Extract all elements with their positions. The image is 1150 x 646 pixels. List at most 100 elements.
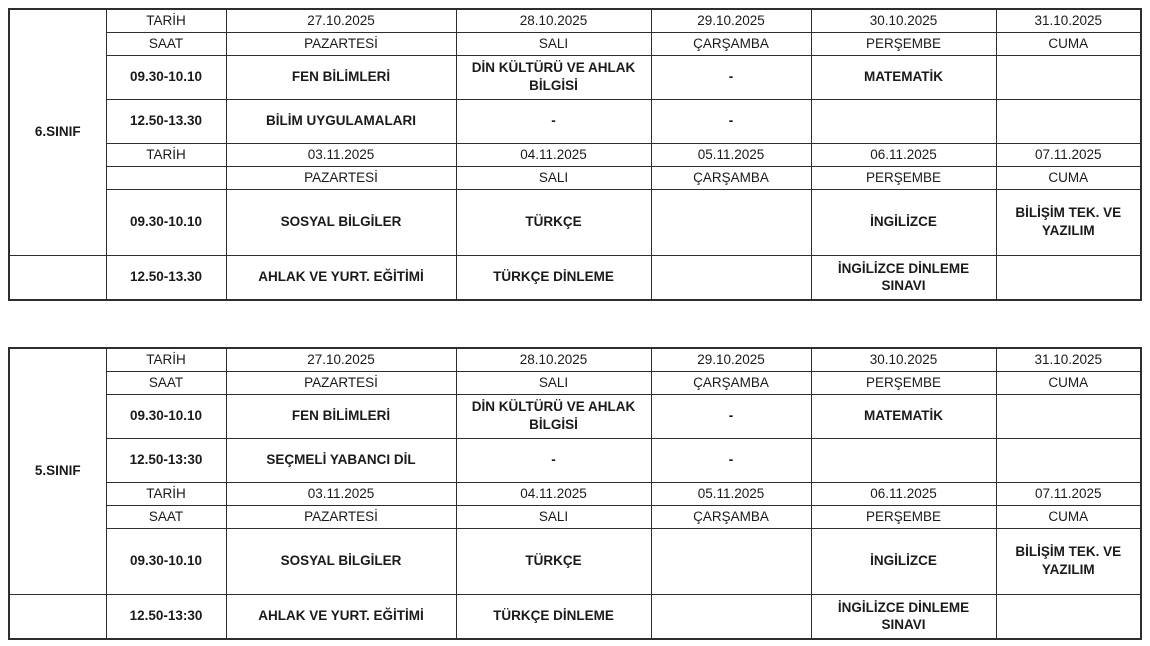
subject-cell: [650, 188, 812, 256]
date-cell: 29.10.2025: [650, 8, 812, 33]
subject-cell: İNGİLİZCE: [810, 188, 997, 256]
date-cell: 05.11.2025: [650, 142, 812, 167]
subject-cell: [810, 98, 997, 144]
subject-cell: FEN BİLİMLERİ: [225, 54, 457, 100]
date-cell: 31.10.2025: [995, 347, 1142, 372]
time-slot: 09.30-10.10: [105, 188, 227, 256]
subject-cell: [810, 437, 997, 483]
subject-cell: [650, 593, 812, 640]
date-cell: 06.11.2025: [810, 142, 997, 167]
subject-cell: SOSYAL BİLGİLER: [225, 527, 457, 595]
subject-cell: BİLİŞİM TEK. VE YAZILIM: [995, 527, 1142, 595]
date-cell: 27.10.2025: [225, 8, 457, 33]
subject-cell: TÜRKÇE: [455, 188, 652, 256]
date-cell: 28.10.2025: [455, 347, 652, 372]
day-row-label: SAAT: [105, 504, 227, 529]
date-cell: 30.10.2025: [810, 8, 997, 33]
exam-schedule-table-5sinif: 5.SINIF TARİH 27.10.2025 28.10.2025 29.1…: [8, 347, 1142, 640]
time-slot: 09.30-10.10: [105, 393, 227, 439]
day-cell: SALI: [455, 31, 652, 56]
time-slot: 12.50-13.30: [105, 254, 227, 301]
subject-cell: TÜRKÇE DİNLEME: [455, 254, 652, 301]
subject-cell: [995, 98, 1142, 144]
time-slot: 12.50-13.30: [105, 98, 227, 144]
subject-cell: AHLAK VE YURT. EĞİTİMİ: [225, 254, 457, 301]
date-row-label: TARİH: [105, 347, 227, 372]
day-cell: PERŞEMBE: [810, 370, 997, 395]
day-row: SAAT PAZARTESİ SALI ÇARŞAMBA PERŞEMBE CU…: [9, 370, 1142, 395]
subject-cell: BİLİŞİM TEK. VE YAZILIM: [995, 188, 1142, 256]
subject-cell: BİLİM UYGULAMALARI: [225, 98, 457, 144]
class-label: 6.SINIF: [8, 8, 107, 256]
subject-cell: [650, 527, 812, 595]
time-slot: 09.30-10.10: [105, 54, 227, 100]
day-cell: ÇARŞAMBA: [650, 504, 812, 529]
exam-row: 12.50-13.30 AHLAK VE YURT. EĞİTİMİ TÜRKÇ…: [8, 254, 1142, 301]
day-cell: PERŞEMBE: [810, 31, 997, 56]
subject-cell: [995, 254, 1142, 301]
subject-cell: MATEMATİK: [810, 393, 997, 439]
subject-cell: TÜRKÇE: [455, 527, 652, 595]
date-cell: 04.11.2025: [455, 481, 652, 506]
date-cell: 29.10.2025: [650, 347, 812, 372]
date-cell: 30.10.2025: [810, 347, 997, 372]
subject-cell: [995, 393, 1142, 439]
subject-cell: [995, 593, 1142, 640]
subject-cell: [650, 254, 812, 301]
day-row-label: [105, 165, 227, 190]
day-row-label: SAAT: [105, 370, 227, 395]
date-row: 6.SINIF TARİH 27.10.2025 28.10.2025 29.1…: [8, 8, 1142, 256]
exam-row: 12.50-13.30 BİLİM UYGULAMALARI - -: [9, 98, 1142, 144]
exam-row: 12.50-13:30 SEÇMELİ YABANCI DİL - -: [9, 437, 1142, 483]
subject-cell: AHLAK VE YURT. EĞİTİMİ: [225, 593, 457, 640]
subject-cell: İNGİLİZCE: [810, 527, 997, 595]
empty-corner-cell: [8, 593, 107, 640]
day-cell: PAZARTESİ: [225, 370, 457, 395]
date-cell: 07.11.2025: [995, 481, 1142, 506]
date-row-label: TARİH: [105, 142, 227, 167]
day-cell: PERŞEMBE: [810, 165, 997, 190]
day-row: SAAT PAZARTESİ SALI ÇARŞAMBA PERŞEMBE CU…: [9, 31, 1142, 56]
time-slot: 09.30-10.10: [105, 527, 227, 595]
date-cell: 03.11.2025: [225, 481, 457, 506]
date-cell: 04.11.2025: [455, 142, 652, 167]
date-row: TARİH 03.11.2025 04.11.2025 05.11.2025 0…: [9, 142, 1142, 167]
day-row: SAAT PAZARTESİ SALI ÇARŞAMBA PERŞEMBE CU…: [9, 504, 1142, 529]
subject-cell: FEN BİLİMLERİ: [225, 393, 457, 439]
day-row: PAZARTESİ SALI ÇARŞAMBA PERŞEMBE CUMA: [9, 165, 1142, 190]
subject-cell: SOSYAL BİLGİLER: [225, 188, 457, 256]
date-cell: 27.10.2025: [225, 347, 457, 372]
subject-cell: SEÇMELİ YABANCI DİL: [225, 437, 457, 483]
subject-cell: İNGİLİZCE DİNLEME SINAVI: [810, 254, 997, 301]
exam-schedule-table-6sinif: 6.SINIF TARİH 27.10.2025 28.10.2025 29.1…: [8, 8, 1142, 301]
subject-cell: -: [650, 98, 812, 144]
date-cell: 03.11.2025: [225, 142, 457, 167]
subject-cell: [995, 54, 1142, 100]
date-row: TARİH 03.11.2025 04.11.2025 05.11.2025 0…: [9, 481, 1142, 506]
day-cell: PAZARTESİ: [225, 504, 457, 529]
date-row-label: TARİH: [105, 8, 227, 33]
day-cell: CUMA: [995, 31, 1142, 56]
subject-cell: -: [455, 437, 652, 483]
day-cell: CUMA: [995, 370, 1142, 395]
day-cell: PERŞEMBE: [810, 504, 997, 529]
day-cell: PAZARTESİ: [225, 31, 457, 56]
subject-cell: DİN KÜLTÜRÜ VE AHLAK BİLGİSİ: [455, 393, 652, 439]
date-row-label: TARİH: [105, 481, 227, 506]
day-cell: SALI: [455, 504, 652, 529]
exam-row: 09.30-10.10 SOSYAL BİLGİLER TÜRKÇE İNGİL…: [9, 188, 1142, 256]
subject-cell: [995, 437, 1142, 483]
time-slot: 12.50-13:30: [105, 437, 227, 483]
subject-cell: İNGİLİZCE DİNLEME SINAVI: [810, 593, 997, 640]
day-row-label: SAAT: [105, 31, 227, 56]
date-cell: 28.10.2025: [455, 8, 652, 33]
subject-cell: -: [650, 437, 812, 483]
class-label: 5.SINIF: [8, 347, 107, 595]
exam-row: 09.30-10.10 SOSYAL BİLGİLER TÜRKÇE İNGİL…: [9, 527, 1142, 595]
date-cell: 06.11.2025: [810, 481, 997, 506]
date-cell: 31.10.2025: [995, 8, 1142, 33]
empty-corner-cell: [8, 254, 107, 301]
subject-cell: MATEMATİK: [810, 54, 997, 100]
day-cell: CUMA: [995, 165, 1142, 190]
time-slot: 12.50-13:30: [105, 593, 227, 640]
